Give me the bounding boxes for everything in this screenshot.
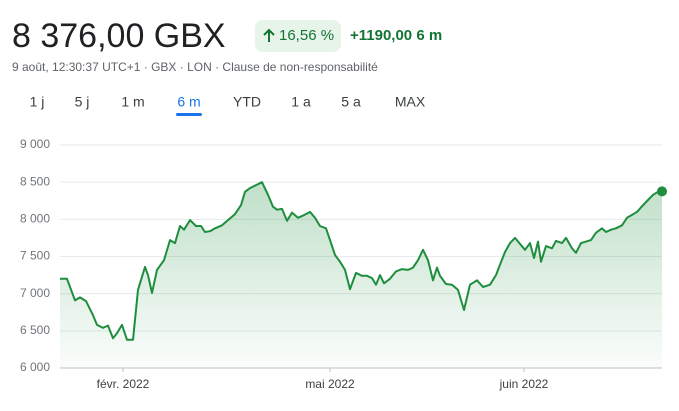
change-percent: 16,56 % — [279, 27, 334, 44]
area — [60, 182, 662, 368]
change-abs: +1190,00 6 m — [350, 27, 442, 44]
tabs: 1 j 5 j 1 m 6 m YTD 1 a 5 a MAX — [30, 94, 426, 116]
tab[interactable]: 5 j — [75, 94, 90, 110]
line — [60, 181, 663, 341]
change-badge — [255, 20, 341, 52]
x-tick-label: mai 2022 — [305, 377, 355, 391]
y-tick-label: 8 500 — [20, 174, 50, 188]
tab-underline — [176, 113, 202, 116]
plot: 6 000 6 500 7 000 7 500 8 000 8 500 9 000 févr.… — [20, 137, 667, 391]
x-tick-label: juin 2022 — [499, 377, 549, 391]
y-tick-label: 7 000 — [20, 286, 50, 300]
tab[interactable]: 1 a — [291, 94, 311, 110]
tab[interactable]: MAX — [395, 94, 426, 110]
tab[interactable]: YTD — [233, 94, 261, 110]
tab[interactable]: 1 m — [121, 94, 144, 110]
y-tick-label: 6 000 — [20, 360, 50, 374]
y-tick-label: 9 000 — [20, 137, 50, 151]
up-arrow — [263, 28, 275, 42]
y-tick-label: 6 500 — [20, 323, 50, 337]
tab[interactable]: 5 a — [341, 94, 361, 110]
tab[interactable]: 1 j — [30, 94, 45, 110]
y-tick-label: 7 500 — [20, 249, 50, 263]
last-point — [657, 186, 667, 197]
y-tick-label: 8 000 — [20, 212, 50, 226]
tab[interactable]: 6 m — [177, 94, 200, 110]
price: 8 376,00 GBX — [12, 17, 226, 55]
subtitle: 9 août, 12:30:37 UTC+1 · GBX · LON · Cla… — [12, 60, 378, 74]
x-tick-label: févr. 2022 — [97, 377, 150, 391]
